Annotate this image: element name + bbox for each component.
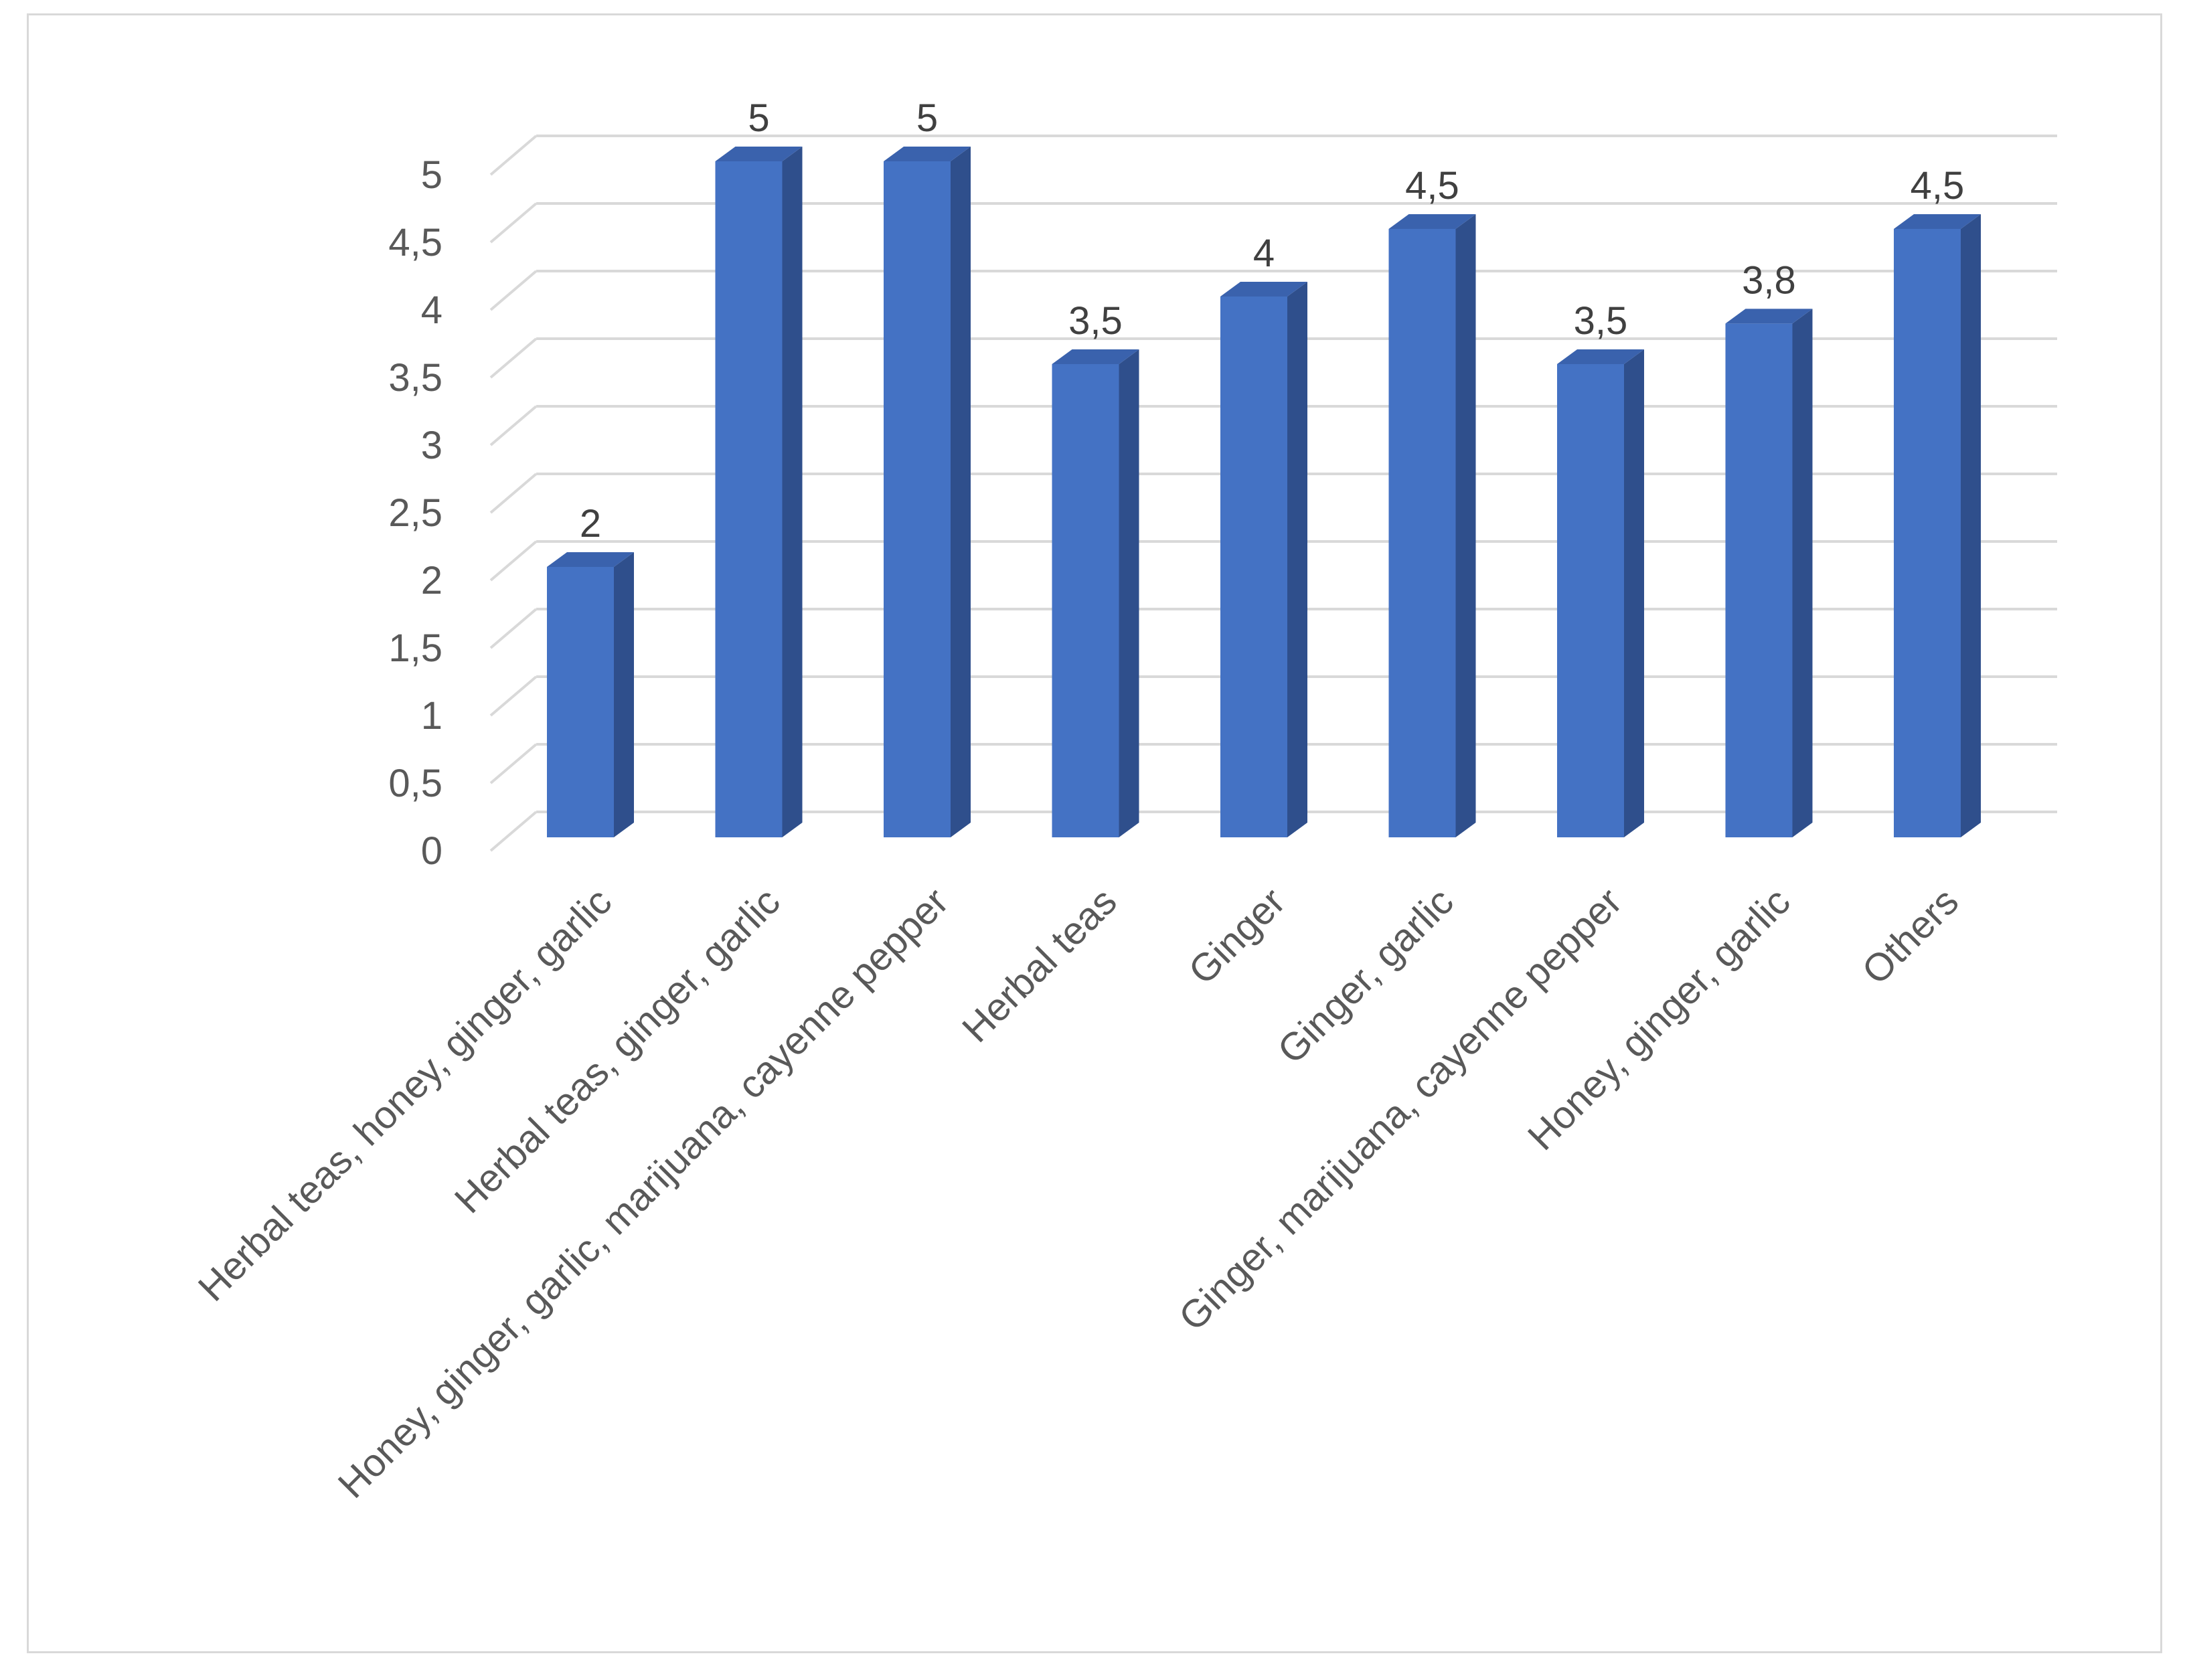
chart-frame: 0 0,5 1 1,5 2 2,5 3 3,5 4 4,5 5 2 Herbal teas, honey…	[27, 13, 2162, 1653]
bar-top	[1557, 349, 1644, 364]
bar-top	[1388, 214, 1476, 229]
data-label: 3,5	[1574, 299, 1628, 343]
bar-side	[782, 147, 803, 837]
bar	[1388, 229, 1456, 837]
data-label: 5	[916, 96, 938, 140]
bar	[1725, 323, 1793, 837]
bar-side	[951, 147, 971, 837]
bar-side	[1287, 282, 1307, 837]
y-tick-label: 2,5	[388, 491, 442, 535]
bar-top	[1894, 214, 1981, 229]
category-label: Others	[1854, 879, 1967, 993]
y-tick-label: 4	[421, 288, 442, 332]
gridline-depth	[489, 337, 538, 379]
gridline-depth	[489, 270, 538, 311]
category-label: Honey, ginger, garlic, marijuana, cayenn…	[330, 879, 957, 1507]
bar-side	[1961, 214, 1981, 837]
bar-top	[547, 552, 634, 567]
bar	[715, 161, 783, 837]
gridline-depth	[489, 540, 538, 582]
category-label: Ginger	[1180, 879, 1293, 993]
bar	[1894, 229, 1961, 837]
gridline-depth	[489, 405, 538, 446]
bar-top	[1725, 309, 1813, 324]
bar-side	[1119, 349, 1139, 837]
bar-top	[1220, 282, 1307, 297]
bar-top	[884, 147, 971, 161]
y-tick-label: 1,5	[388, 626, 442, 670]
category-label: Ginger, garlic	[1269, 879, 1462, 1072]
y-tick-label: 3	[421, 424, 442, 467]
bar-top	[715, 147, 803, 161]
y-tick-label: 1	[421, 694, 442, 738]
bar	[1220, 297, 1287, 837]
bar	[884, 161, 951, 837]
y-tick-label: 0,5	[388, 762, 442, 805]
data-label: 2	[580, 502, 601, 545]
gridline-depth	[489, 743, 538, 784]
bar-side	[1792, 309, 1813, 837]
gridline-depth	[489, 675, 538, 717]
bar-side	[614, 552, 634, 837]
bar-side	[1624, 349, 1644, 837]
gridline-depth	[489, 135, 538, 176]
gridline-depth	[489, 608, 538, 649]
gridline-depth	[489, 811, 538, 852]
bar	[1557, 364, 1624, 837]
data-label: 4	[1253, 232, 1275, 275]
bar-side	[1455, 214, 1476, 837]
bar	[1052, 364, 1119, 837]
gridline-depth	[489, 473, 538, 514]
data-label: 4,5	[1405, 164, 1459, 207]
gridline-depth	[489, 202, 538, 244]
y-tick-label: 4,5	[388, 221, 442, 264]
y-tick-label: 5	[421, 153, 442, 197]
category-label: Herbal teas	[954, 879, 1125, 1051]
data-label: 3,5	[1068, 299, 1123, 343]
bar-top	[1052, 349, 1139, 364]
data-label: 5	[748, 96, 769, 140]
category-label: Herbal teas, ginger, garlic	[447, 879, 789, 1222]
data-label: 3,8	[1742, 258, 1796, 302]
y-tick-label: 0	[421, 829, 442, 873]
data-label: 4,5	[1911, 164, 1965, 207]
y-tick-label: 2	[421, 559, 442, 602]
y-tick-label: 3,5	[388, 356, 442, 400]
bar	[547, 567, 614, 837]
